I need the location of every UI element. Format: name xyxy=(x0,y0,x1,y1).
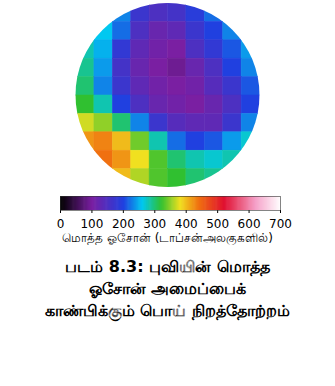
svg-text:500: 500 xyxy=(206,217,229,230)
svg-text:700: 700 xyxy=(269,217,292,230)
svg-text:100: 100 xyxy=(80,217,103,230)
html-text:மொத்த ஓசோன் (டாப்சன்அலகுகளில்): மொத்த ஓசோன் (டாப்சன்அலகுகளில்) xyxy=(62,231,273,245)
html-text:படம் 8.3: புவியின் மொத்த ஓசோன்: படம் 8.3: புவியின் மொத்த ஓசோன் அமைப்பைக்… xyxy=(44,257,291,320)
svg-text:300: 300 xyxy=(143,217,166,230)
svg-text:600: 600 xyxy=(238,217,261,230)
svg-text:400: 400 xyxy=(175,217,198,230)
svg-text:200: 200 xyxy=(112,217,135,230)
svg-text:0: 0 xyxy=(57,217,65,230)
